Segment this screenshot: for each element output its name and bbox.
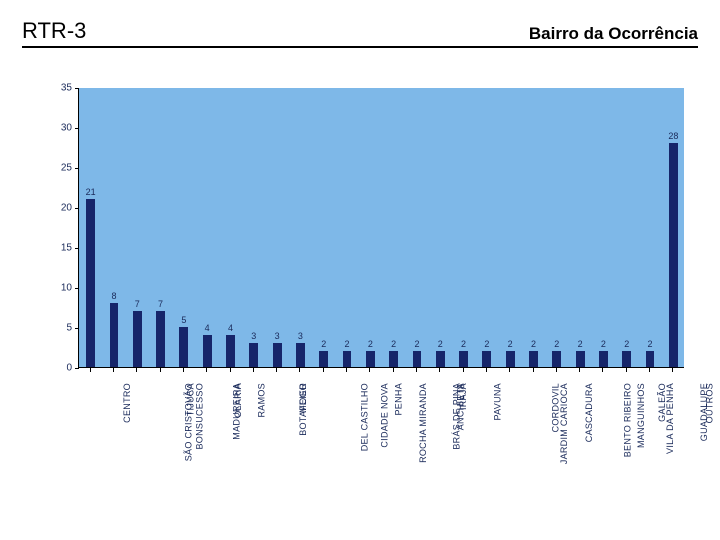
x-tick <box>579 368 580 372</box>
bar <box>249 343 258 367</box>
bar <box>110 303 119 367</box>
bar <box>482 351 491 367</box>
bar <box>366 351 375 367</box>
plot-area: 2187754433322222222222222228 <box>78 88 684 368</box>
bar <box>86 199 95 367</box>
y-axis-label: 15 <box>48 243 72 254</box>
bar <box>622 351 631 367</box>
x-axis-label: CASCADURA <box>584 383 594 442</box>
x-tick <box>323 368 324 372</box>
bar-value-label: 21 <box>76 187 106 197</box>
bar <box>576 351 585 367</box>
x-tick <box>533 368 534 372</box>
y-axis-label: 35 <box>48 83 72 94</box>
y-tick <box>75 168 79 169</box>
y-axis-label: 0 <box>48 363 72 374</box>
x-axis-label: OLARIA <box>233 383 243 418</box>
y-axis-label: 25 <box>48 163 72 174</box>
y-axis-label: 10 <box>48 283 72 294</box>
x-axis-label: GALEÃO <box>657 383 667 422</box>
bar <box>156 311 165 367</box>
x-tick <box>602 368 603 372</box>
x-tick <box>393 368 394 372</box>
x-axis-label: VILA DA PENHA <box>665 383 675 454</box>
bar <box>669 143 678 367</box>
header: RTR-3 Bairro da Ocorrência <box>22 8 698 48</box>
bar <box>203 335 212 367</box>
bar <box>529 351 538 367</box>
x-axis-label: TIJUCA <box>185 383 195 416</box>
y-tick <box>75 248 79 249</box>
x-tick <box>672 368 673 372</box>
x-tick <box>230 368 231 372</box>
bar-value-label: 2 <box>635 339 665 349</box>
page-title-left: RTR-3 <box>22 18 86 44</box>
x-axis-label: JARDIM CARIOCA <box>559 383 569 464</box>
x-tick <box>276 368 277 372</box>
y-tick <box>75 208 79 209</box>
y-tick <box>75 328 79 329</box>
x-tick <box>416 368 417 372</box>
x-axis-label: MEIER <box>298 383 308 413</box>
x-axis-label: IRAJÁ <box>458 383 468 410</box>
bar <box>413 351 422 367</box>
x-tick <box>649 368 650 372</box>
x-axis-label: BENTO RIBEIRO <box>622 383 632 457</box>
x-tick <box>136 368 137 372</box>
x-axis-label: PAVUNA <box>492 383 502 420</box>
x-axis-label: RAMOS <box>256 383 266 418</box>
y-tick <box>75 128 79 129</box>
y-tick <box>75 88 79 89</box>
x-tick <box>486 368 487 372</box>
x-tick <box>299 368 300 372</box>
x-tick <box>626 368 627 372</box>
x-tick <box>90 368 91 372</box>
bar <box>133 311 142 367</box>
x-tick <box>183 368 184 372</box>
y-tick <box>75 288 79 289</box>
x-axis-label: CENTRO <box>121 383 131 423</box>
bar <box>646 351 655 367</box>
x-tick <box>463 368 464 372</box>
bar <box>459 351 468 367</box>
bar <box>506 351 515 367</box>
bar <box>599 351 608 367</box>
y-tick <box>75 368 79 369</box>
x-tick <box>346 368 347 372</box>
bar <box>296 343 305 367</box>
y-axis-label: 5 <box>48 323 72 334</box>
bar <box>343 351 352 367</box>
bar-value-label: 28 <box>658 131 688 141</box>
bar <box>389 351 398 367</box>
bar-chart: 2187754433322222222222222228 0 5 10 15 20 25 3… <box>48 88 684 508</box>
bar <box>179 327 188 367</box>
x-axis-label: CORDOVIL <box>551 383 561 432</box>
x-tick <box>556 368 557 372</box>
x-axis-label: ROCHA MIRANDA <box>418 383 428 463</box>
x-axis-label: MANGUINHOS <box>636 383 646 448</box>
bar-value-label: 7 <box>146 299 176 309</box>
plot-background <box>79 88 684 367</box>
x-tick <box>160 368 161 372</box>
bar <box>319 351 328 367</box>
x-axis-label: CIDADE NOVA <box>379 383 389 448</box>
x-axis-label: OUTROS <box>705 383 715 423</box>
bar <box>436 351 445 367</box>
x-tick <box>206 368 207 372</box>
y-axis-label: 30 <box>48 123 72 134</box>
bar <box>273 343 282 367</box>
x-axis-label: BONSUCESSO <box>195 383 205 450</box>
x-tick <box>509 368 510 372</box>
x-axis-label: DEL CASTILHO <box>360 383 370 451</box>
page-title-right: Bairro da Ocorrência <box>529 24 698 44</box>
y-axis-label: 20 <box>48 203 72 214</box>
x-tick <box>439 368 440 372</box>
x-axis-label: PENHA <box>394 383 404 416</box>
x-tick <box>369 368 370 372</box>
bar <box>552 351 561 367</box>
x-tick <box>113 368 114 372</box>
bar <box>226 335 235 367</box>
x-tick <box>253 368 254 372</box>
